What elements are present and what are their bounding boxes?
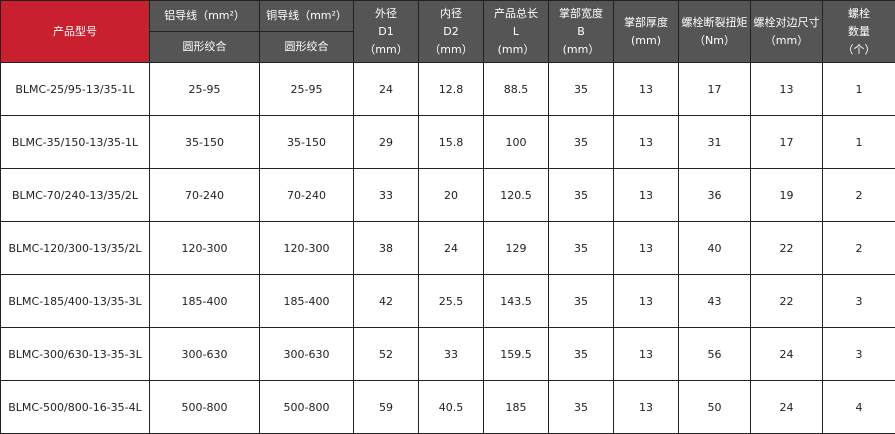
- table-cell: 185-400: [149, 274, 260, 328]
- table-cell: 13: [613, 327, 679, 381]
- table-cell: 40: [678, 221, 751, 275]
- table-cell: 24: [353, 62, 419, 116]
- table-cell: 13: [613, 221, 679, 275]
- table-cell: 35: [548, 168, 614, 222]
- header-width: 掌部宽度 B (mm）: [548, 0, 614, 63]
- table-cell: 24: [750, 380, 823, 434]
- table-cell: 12.8: [418, 62, 484, 116]
- table-cell: 88.5: [483, 62, 549, 116]
- table-cell: BLMC-185/400-13/35-3L: [0, 274, 150, 328]
- table-cell: 56: [678, 327, 751, 381]
- table-cell: 35-150: [259, 115, 354, 169]
- table-cell: 120-300: [149, 221, 260, 275]
- header-length: 产品总长 L (mm）: [483, 0, 549, 63]
- table-cell: 35: [548, 62, 614, 116]
- table-row: BLMC-35/150-13/35-1L 35-150 35-150 29 15.8 10…: [0, 115, 895, 169]
- header-aluminum-sub: 圆形绞合: [149, 31, 260, 63]
- table-cell: 22: [750, 221, 823, 275]
- table-cell: 25.5: [418, 274, 484, 328]
- header-bolt-count: 螺栓 数量 （个）: [822, 0, 895, 63]
- table-cell: 100: [483, 115, 549, 169]
- header-d1: 外径 D1 （mm）: [353, 0, 419, 63]
- table-cell: 35-150: [149, 115, 260, 169]
- table-cell: 3: [822, 274, 895, 328]
- table-row: BLMC-185/400-13/35-3L 185-400 185-400 42 25.…: [0, 274, 895, 328]
- table-cell: 70-240: [259, 168, 354, 222]
- table-cell: 2: [822, 168, 895, 222]
- table-row: BLMC-300/630-13-35-3L 300-630 300-630 52 33 1…: [0, 327, 895, 381]
- header-d2: 内径 D2 （mm）: [418, 0, 484, 63]
- table-cell: 120.5: [483, 168, 549, 222]
- table-cell: 59: [353, 380, 419, 434]
- table-cell: BLMC-25/95-13/35-1L: [0, 62, 150, 116]
- header-aluminum: 铝导线（mm²）: [149, 0, 260, 32]
- table-cell: 19: [750, 168, 823, 222]
- header-thickness: 掌部厚度 (mm): [613, 0, 679, 63]
- table-row: BLMC-25/95-13/35-1L 25-95 25-95 24 12.8 88.5 3…: [0, 62, 895, 116]
- header-copper-sub: 圆形绞合: [259, 31, 354, 63]
- table-cell: 50: [678, 380, 751, 434]
- table-cell: 40.5: [418, 380, 484, 434]
- table-cell: 500-800: [259, 380, 354, 434]
- table-cell: 13: [750, 62, 823, 116]
- table-cell: 24: [750, 327, 823, 381]
- table-cell: 13: [613, 168, 679, 222]
- table-cell: 13: [613, 380, 679, 434]
- table-cell: 13: [613, 274, 679, 328]
- table-cell: 31: [678, 115, 751, 169]
- table-cell: 15.8: [418, 115, 484, 169]
- table-cell: 25-95: [259, 62, 354, 116]
- table-cell: 29: [353, 115, 419, 169]
- table-cell: 35: [548, 327, 614, 381]
- table-row: BLMC-70/240-13/35/2L 70-240 70-240 33 20 120.…: [0, 168, 895, 222]
- table-cell: BLMC-35/150-13/35-1L: [0, 115, 150, 169]
- table-cell: 1: [822, 115, 895, 169]
- table-cell: 35: [548, 221, 614, 275]
- table-cell: 300-630: [149, 327, 260, 381]
- table-row: BLMC-120/300-13/35/2L 120-300 120-300 38 24 1…: [0, 221, 895, 275]
- table-cell: 300-630: [259, 327, 354, 381]
- table-cell: 129: [483, 221, 549, 275]
- table-row: BLMC-500/800-16-35-4L 500-800 500-800 59 40.…: [0, 380, 895, 434]
- table-cell: 52: [353, 327, 419, 381]
- table-cell: 35: [548, 380, 614, 434]
- table-cell: BLMC-300/630-13-35-3L: [0, 327, 150, 381]
- table-cell: 38: [353, 221, 419, 275]
- table-cell: 17: [750, 115, 823, 169]
- header-model: 产品型号: [0, 0, 150, 63]
- header-torque: 螺栓断裂扭矩 （Nm）: [678, 0, 751, 63]
- table-cell: 25-95: [149, 62, 260, 116]
- table-cell: 500-800: [149, 380, 260, 434]
- table-cell: 2: [822, 221, 895, 275]
- table-cell: 22: [750, 274, 823, 328]
- table-cell: BLMC-120/300-13/35/2L: [0, 221, 150, 275]
- table-cell: 13: [613, 62, 679, 116]
- table-cell: 42: [353, 274, 419, 328]
- header-bolt-size: 螺栓对边尺寸 （mm）: [750, 0, 823, 63]
- table-cell: 185-400: [259, 274, 354, 328]
- table-cell: 17: [678, 62, 751, 116]
- table-cell: 1: [822, 62, 895, 116]
- table-cell: 20: [418, 168, 484, 222]
- table-cell: 24: [418, 221, 484, 275]
- table-cell: 3: [822, 327, 895, 381]
- table-cell: 120-300: [259, 221, 354, 275]
- table-cell: 35: [548, 115, 614, 169]
- table-cell: 13: [613, 115, 679, 169]
- table-cell: 70-240: [149, 168, 260, 222]
- table-cell: 43: [678, 274, 751, 328]
- table-cell: BLMC-500/800-16-35-4L: [0, 380, 150, 434]
- table-cell: 159.5: [483, 327, 549, 381]
- table-cell: BLMC-70/240-13/35/2L: [0, 168, 150, 222]
- table-cell: 36: [678, 168, 751, 222]
- table-cell: 33: [418, 327, 484, 381]
- table-cell: 4: [822, 380, 895, 434]
- table-cell: 35: [548, 274, 614, 328]
- header-copper: 铜导线（mm²）: [259, 0, 354, 32]
- table-cell: 33: [353, 168, 419, 222]
- table-cell: 185: [483, 380, 549, 434]
- table-cell: 143.5: [483, 274, 549, 328]
